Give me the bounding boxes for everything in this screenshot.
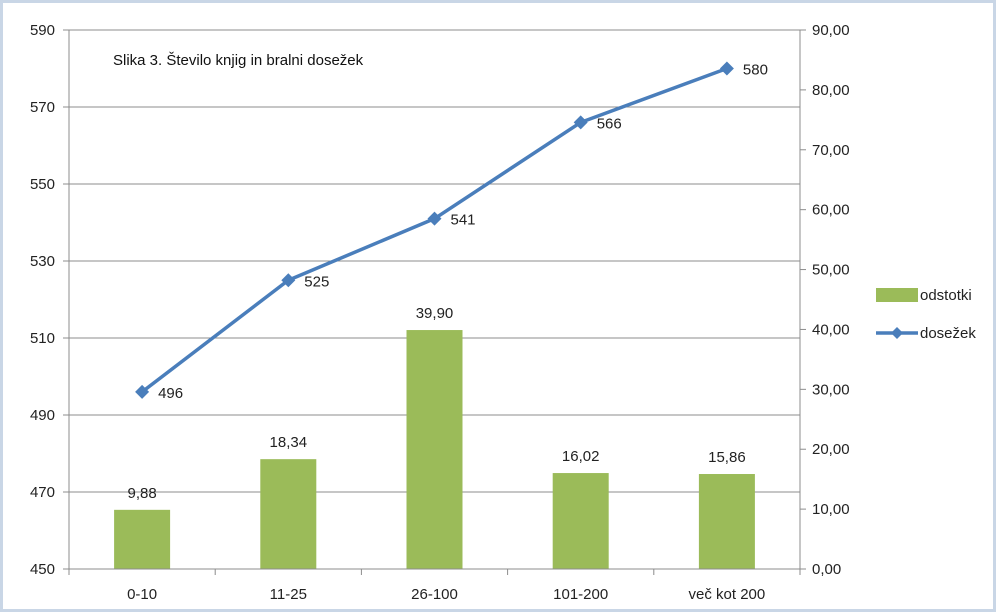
bar-value-label: 9,88 [127, 485, 156, 502]
legend-label-odstotki: odstotki [920, 287, 972, 304]
left-axis-tick-label: 490 [30, 407, 55, 424]
left-axis-tick-label: 510 [30, 330, 55, 347]
line-value-label: 525 [304, 273, 329, 290]
line-marker [427, 211, 442, 226]
line-series [135, 61, 734, 399]
line-value-label: 566 [597, 115, 622, 132]
right-axis-tick-label: 40,00 [812, 321, 850, 338]
labels: 450 470 490 510 530 550 570 590 0,00 10,00 20,00 30… [30, 22, 850, 603]
bar-series [114, 330, 755, 569]
left-axis-tick-label: 590 [30, 22, 55, 39]
line-value-label: 541 [451, 212, 476, 229]
bar-value-label: 18,34 [270, 434, 308, 451]
bar [406, 330, 463, 569]
x-axis-tick-label: 101-200 [553, 586, 608, 603]
combo-chart: 450 470 490 510 530 550 570 590 0,00 10,00 20,00 30… [30, 22, 976, 603]
bar [260, 459, 317, 569]
chart-title: Slika 3. Število knjig in bralni dosežek [113, 52, 364, 69]
left-axis-tick-label: 450 [30, 561, 55, 578]
right-axis-tick-label: 90,00 [812, 22, 850, 39]
bar-value-label: 16,02 [562, 448, 600, 465]
bar [552, 473, 609, 569]
x-axis-tick-label: 26-100 [411, 586, 458, 603]
right-axis-tick-label: 30,00 [812, 381, 850, 398]
right-axis-tick-label: 10,00 [812, 501, 850, 518]
legend-swatch-odstotki [876, 288, 918, 302]
left-axis-tick-label: 550 [30, 176, 55, 193]
right-axis-tick-label: 70,00 [812, 142, 850, 159]
legend-label-dosezek: dosežek [920, 325, 976, 342]
legend: odstotki dosežek [876, 287, 976, 342]
line-value-label: 580 [743, 62, 768, 79]
bar-value-label: 15,86 [708, 449, 746, 466]
right-axis-tick-label: 80,00 [812, 82, 850, 99]
left-axis-tick-label: 530 [30, 253, 55, 270]
right-axis-tick-label: 50,00 [812, 262, 850, 279]
right-axis-tick-label: 60,00 [812, 202, 850, 219]
legend-marker-dosezek [891, 327, 903, 339]
x-axis-tick-label: 11-25 [270, 586, 307, 603]
x-axis-tick-label: več kot 200 [689, 586, 766, 603]
bar-value-label: 39,90 [416, 305, 454, 322]
bar [698, 474, 755, 569]
line-marker [281, 273, 296, 288]
line-marker [719, 61, 734, 76]
line-marker [573, 115, 588, 130]
left-axis-tick-label: 470 [30, 484, 55, 501]
bar [114, 509, 171, 569]
axes [63, 29, 806, 575]
x-axis-tick-label: 0-10 [127, 586, 157, 603]
left-axis-tick-label: 570 [30, 99, 55, 116]
line-marker [135, 384, 150, 399]
right-axis-tick-label: 0,00 [812, 561, 841, 578]
line-value-label: 496 [158, 385, 183, 402]
right-axis-tick-label: 20,00 [812, 441, 850, 458]
